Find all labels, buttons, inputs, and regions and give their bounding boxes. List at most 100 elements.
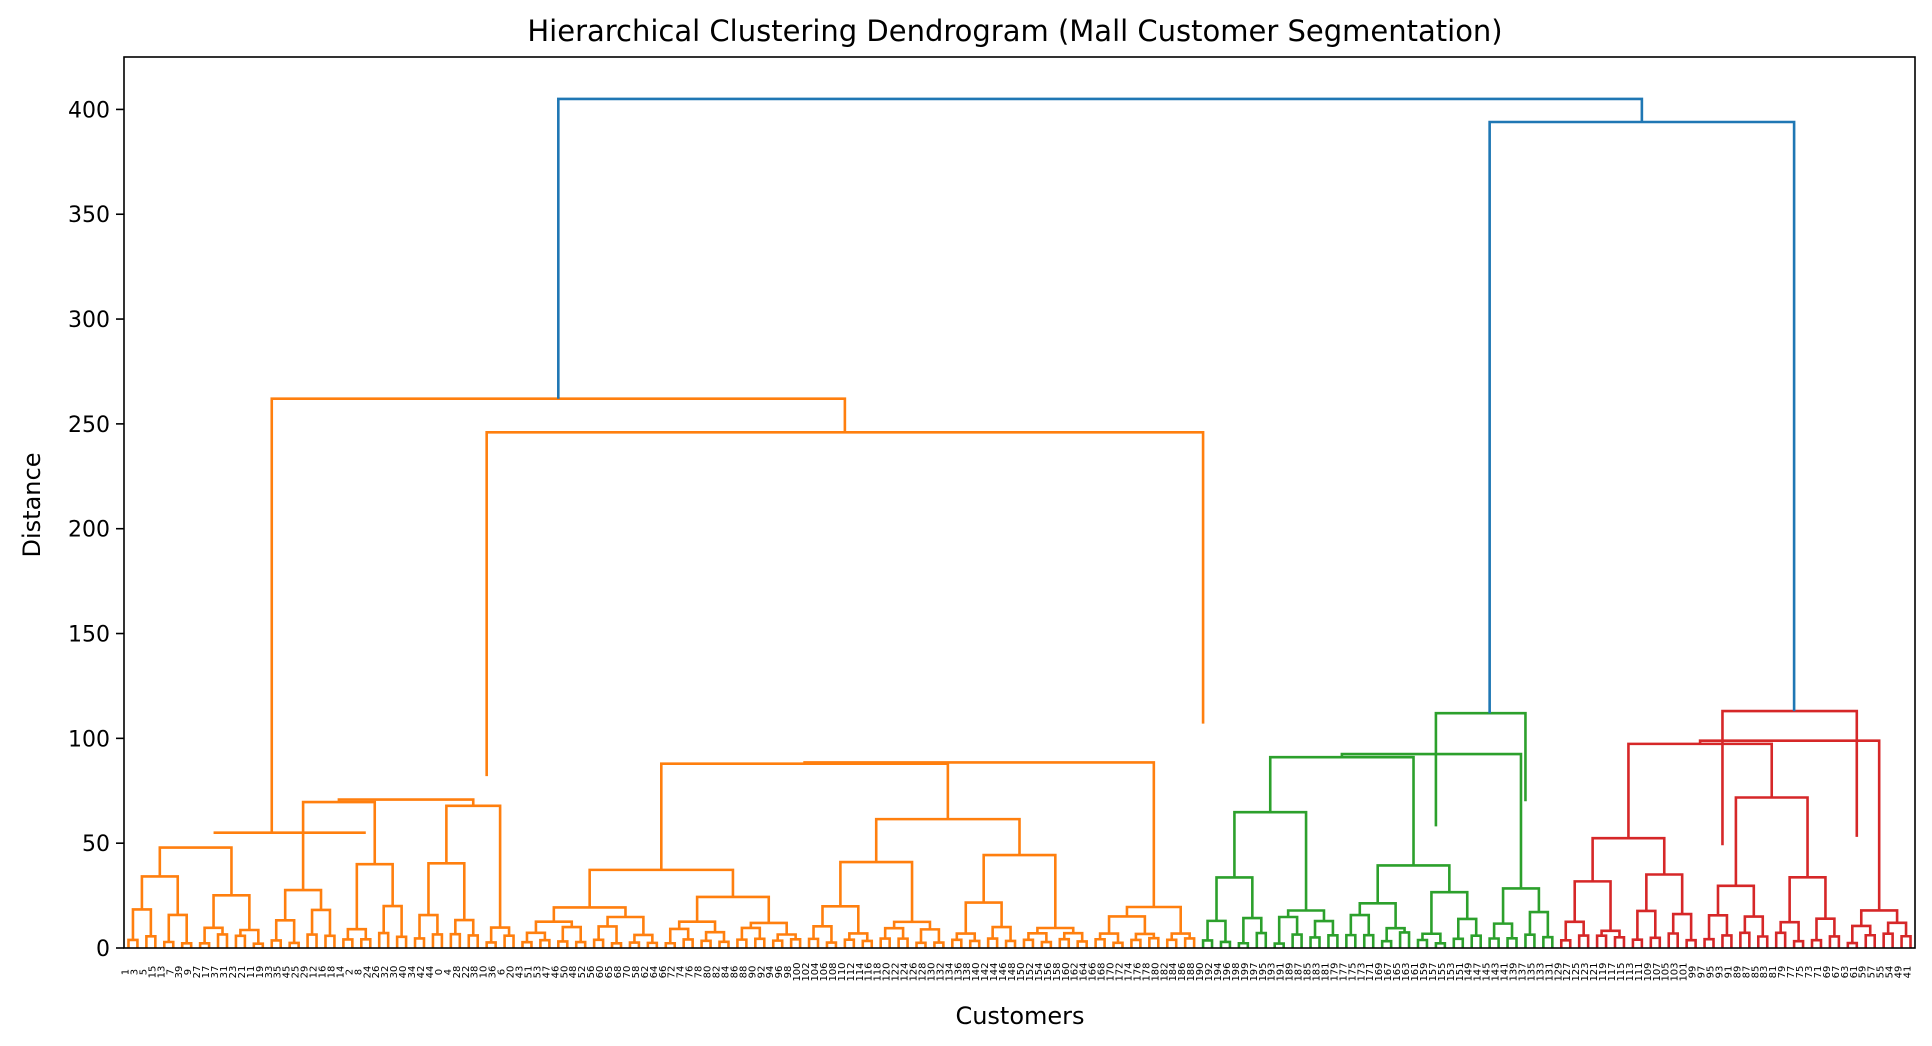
dendrogram-link <box>203 926 224 944</box>
leaf-label: 57 <box>1867 966 1878 979</box>
dendrogram-link <box>682 938 694 948</box>
leaf-label: 89 <box>1732 966 1743 979</box>
dendrogram-link <box>1716 884 1756 917</box>
leaf-label: 118 <box>873 962 884 981</box>
leaf-label: 181 <box>1320 962 1331 981</box>
dendrogram-link <box>1756 935 1769 948</box>
y-tick-label: 200 <box>68 518 110 543</box>
dendrogram-link <box>1627 742 1774 839</box>
dendrogram-link <box>1631 938 1644 948</box>
leaf-label: 170 <box>1106 962 1117 981</box>
dendrogram-link <box>180 941 193 948</box>
leaf-label: 38 <box>470 966 481 979</box>
dendrogram-link <box>212 893 251 931</box>
dendrogram-link <box>843 938 856 948</box>
dendrogram-link <box>427 862 466 921</box>
dendrogram-link <box>1564 920 1585 941</box>
leaf-label: 159 <box>1419 962 1430 981</box>
dendrogram-link <box>270 939 283 948</box>
dendrogram-link <box>1542 935 1554 948</box>
dendrogram-link <box>1148 936 1160 948</box>
dendrogram-link <box>1649 936 1662 948</box>
leaf-label: 86 <box>729 966 740 979</box>
leaf-label: 45 <box>282 966 293 979</box>
plot-frame <box>123 56 1916 949</box>
leaf-label: 129 <box>1553 962 1564 981</box>
dendrogram-link <box>145 934 157 948</box>
dendrogram-link <box>1703 937 1715 948</box>
dendrogram-link <box>1036 926 1075 934</box>
dendrogram-link-main <box>1434 711 1527 827</box>
dendrogram-link <box>861 939 874 948</box>
leaf-label: 183 <box>1311 962 1322 981</box>
leaf-label: 139 <box>1509 962 1520 981</box>
dendrogram-link <box>158 846 233 896</box>
leaf-label: 198 <box>1231 962 1242 981</box>
dendrogram-link <box>1380 939 1393 948</box>
y-tick-label: 0 <box>96 937 110 962</box>
leaf-label: 167 <box>1383 962 1394 981</box>
leaf-label: 96 <box>774 966 785 979</box>
dendrogram-link <box>700 939 712 948</box>
dendrogram-link <box>919 928 941 943</box>
dendrogram-link <box>1506 937 1518 948</box>
leaf-label: 12 <box>309 966 320 979</box>
leaf-label: 35 <box>273 966 284 979</box>
leaf-label: 43 <box>514 966 525 979</box>
dendrogram-link <box>1376 864 1451 904</box>
dendrogram-link <box>382 904 403 937</box>
leaf-label: 61 <box>1849 966 1860 979</box>
y-tick-label: 100 <box>68 727 110 752</box>
dendrogram-link <box>1349 913 1371 936</box>
leaf-label: 171 <box>1365 962 1376 981</box>
leaf-label: 165 <box>1392 962 1403 981</box>
dendrogram-link <box>1721 934 1733 948</box>
leaf-label: 145 <box>1482 962 1493 981</box>
leaf-label: 95 <box>1706 966 1717 979</box>
dendrogram-link <box>1573 880 1612 931</box>
dendrogram-link <box>807 937 820 948</box>
chart-title: Hierarchical Clustering Dendrogram (Mall… <box>527 14 1502 48</box>
leaf-label: 49 <box>1894 966 1905 979</box>
leaf-label: 130 <box>926 962 937 981</box>
dendrogram-link <box>588 868 735 908</box>
leaf-label: 192 <box>1204 962 1215 981</box>
leaf-label: 150 <box>1016 962 1027 981</box>
y-tick-label: 300 <box>68 308 110 333</box>
dendrogram-link <box>1398 931 1411 948</box>
leaf-label: 0 <box>434 969 445 975</box>
dendrogram-link <box>574 940 587 948</box>
leaf-label: 47 <box>541 966 552 979</box>
dendrogram-link <box>310 908 332 936</box>
leaf-label: 5 <box>138 969 149 975</box>
leaf-label: 42 <box>416 966 427 979</box>
leaf-label: 176 <box>1132 962 1143 981</box>
leaf-label: 44 <box>425 966 436 979</box>
leaf-label: 36 <box>488 966 499 979</box>
leaf-label: 166 <box>1088 962 1099 981</box>
dendrogram-link <box>1859 909 1899 926</box>
leaf-label: 128 <box>917 962 928 981</box>
y-tick-label: 250 <box>68 413 110 438</box>
leaf-label: 1 <box>120 969 131 975</box>
leaf-label: 121 <box>1589 962 1600 981</box>
dendrogram-link <box>377 931 390 948</box>
dendrogram-link <box>1421 932 1442 944</box>
dendrogram-link <box>1828 935 1841 948</box>
dendrogram-link <box>1636 909 1657 940</box>
dendrogram-link <box>539 938 551 948</box>
leaf-label: 17 <box>201 966 212 979</box>
leaf-label: 127 <box>1562 962 1573 981</box>
leaf-label: 80 <box>703 966 714 979</box>
leaf-label: 131 <box>1544 962 1555 981</box>
dendrogram-link <box>1309 936 1321 948</box>
dendrogram-link <box>1792 939 1805 948</box>
dendrogram-link <box>1613 936 1626 948</box>
dendrogram-link <box>355 862 394 930</box>
dendrogram-link <box>610 942 623 948</box>
dendrogram-link <box>1233 810 1308 911</box>
dendrogram-link <box>1600 929 1621 938</box>
dendrogram-link <box>1739 931 1751 948</box>
leaf-label: 71 <box>1813 966 1824 979</box>
leaf-label: 84 <box>720 966 731 979</box>
